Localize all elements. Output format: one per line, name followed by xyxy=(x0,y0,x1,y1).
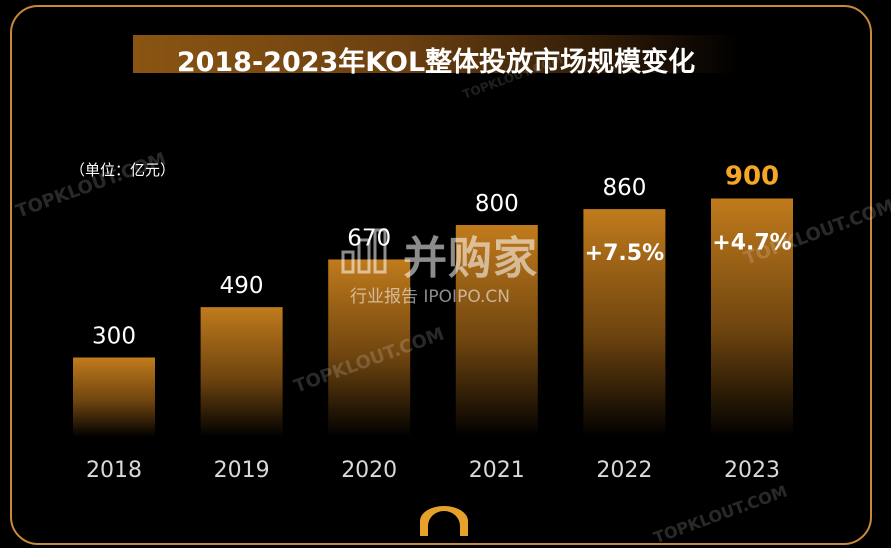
logo-bars-icon xyxy=(341,228,387,274)
bar-2021 xyxy=(455,225,538,437)
chart-title: 2018-2023年KOL整体投放市场规模变化 xyxy=(176,47,696,78)
x-tick-label-2020: 2020 xyxy=(341,458,397,483)
unit-label: （单位：亿元） xyxy=(70,161,176,179)
x-tick-label-2023: 2023 xyxy=(724,458,780,483)
logo-name: 并购家 xyxy=(403,233,538,284)
x-tick-label-2022: 2022 xyxy=(596,458,652,483)
value-label-2018: 300 xyxy=(92,324,136,350)
bar-2019 xyxy=(200,307,283,437)
x-tick-label-2018: 2018 xyxy=(86,458,142,483)
bar-2020 xyxy=(328,259,411,437)
x-tick-label-2019: 2019 xyxy=(214,458,270,483)
logo-subtitle: 行业报告 IPOIPO.CN xyxy=(350,287,510,307)
value-label-2019: 490 xyxy=(220,273,264,299)
growth-annotation-2022: +7.5% xyxy=(585,241,664,266)
value-label-2023: 900 xyxy=(725,162,779,192)
bar-2022 xyxy=(583,209,666,437)
x-tick-label-2021: 2021 xyxy=(469,458,525,483)
value-label-2022: 860 xyxy=(602,175,646,201)
bar-chart: 30020184902019670202080020218602022+7.5%… xyxy=(73,162,793,483)
title-bar xyxy=(133,35,739,73)
watermark-logo: 并购家 行业报告 IPOIPO.CN xyxy=(337,222,567,307)
value-label-2021: 800 xyxy=(475,191,519,217)
growth-annotation-2023: +4.7% xyxy=(712,231,791,256)
bar-2018 xyxy=(73,357,155,437)
bar-2023 xyxy=(711,198,793,437)
